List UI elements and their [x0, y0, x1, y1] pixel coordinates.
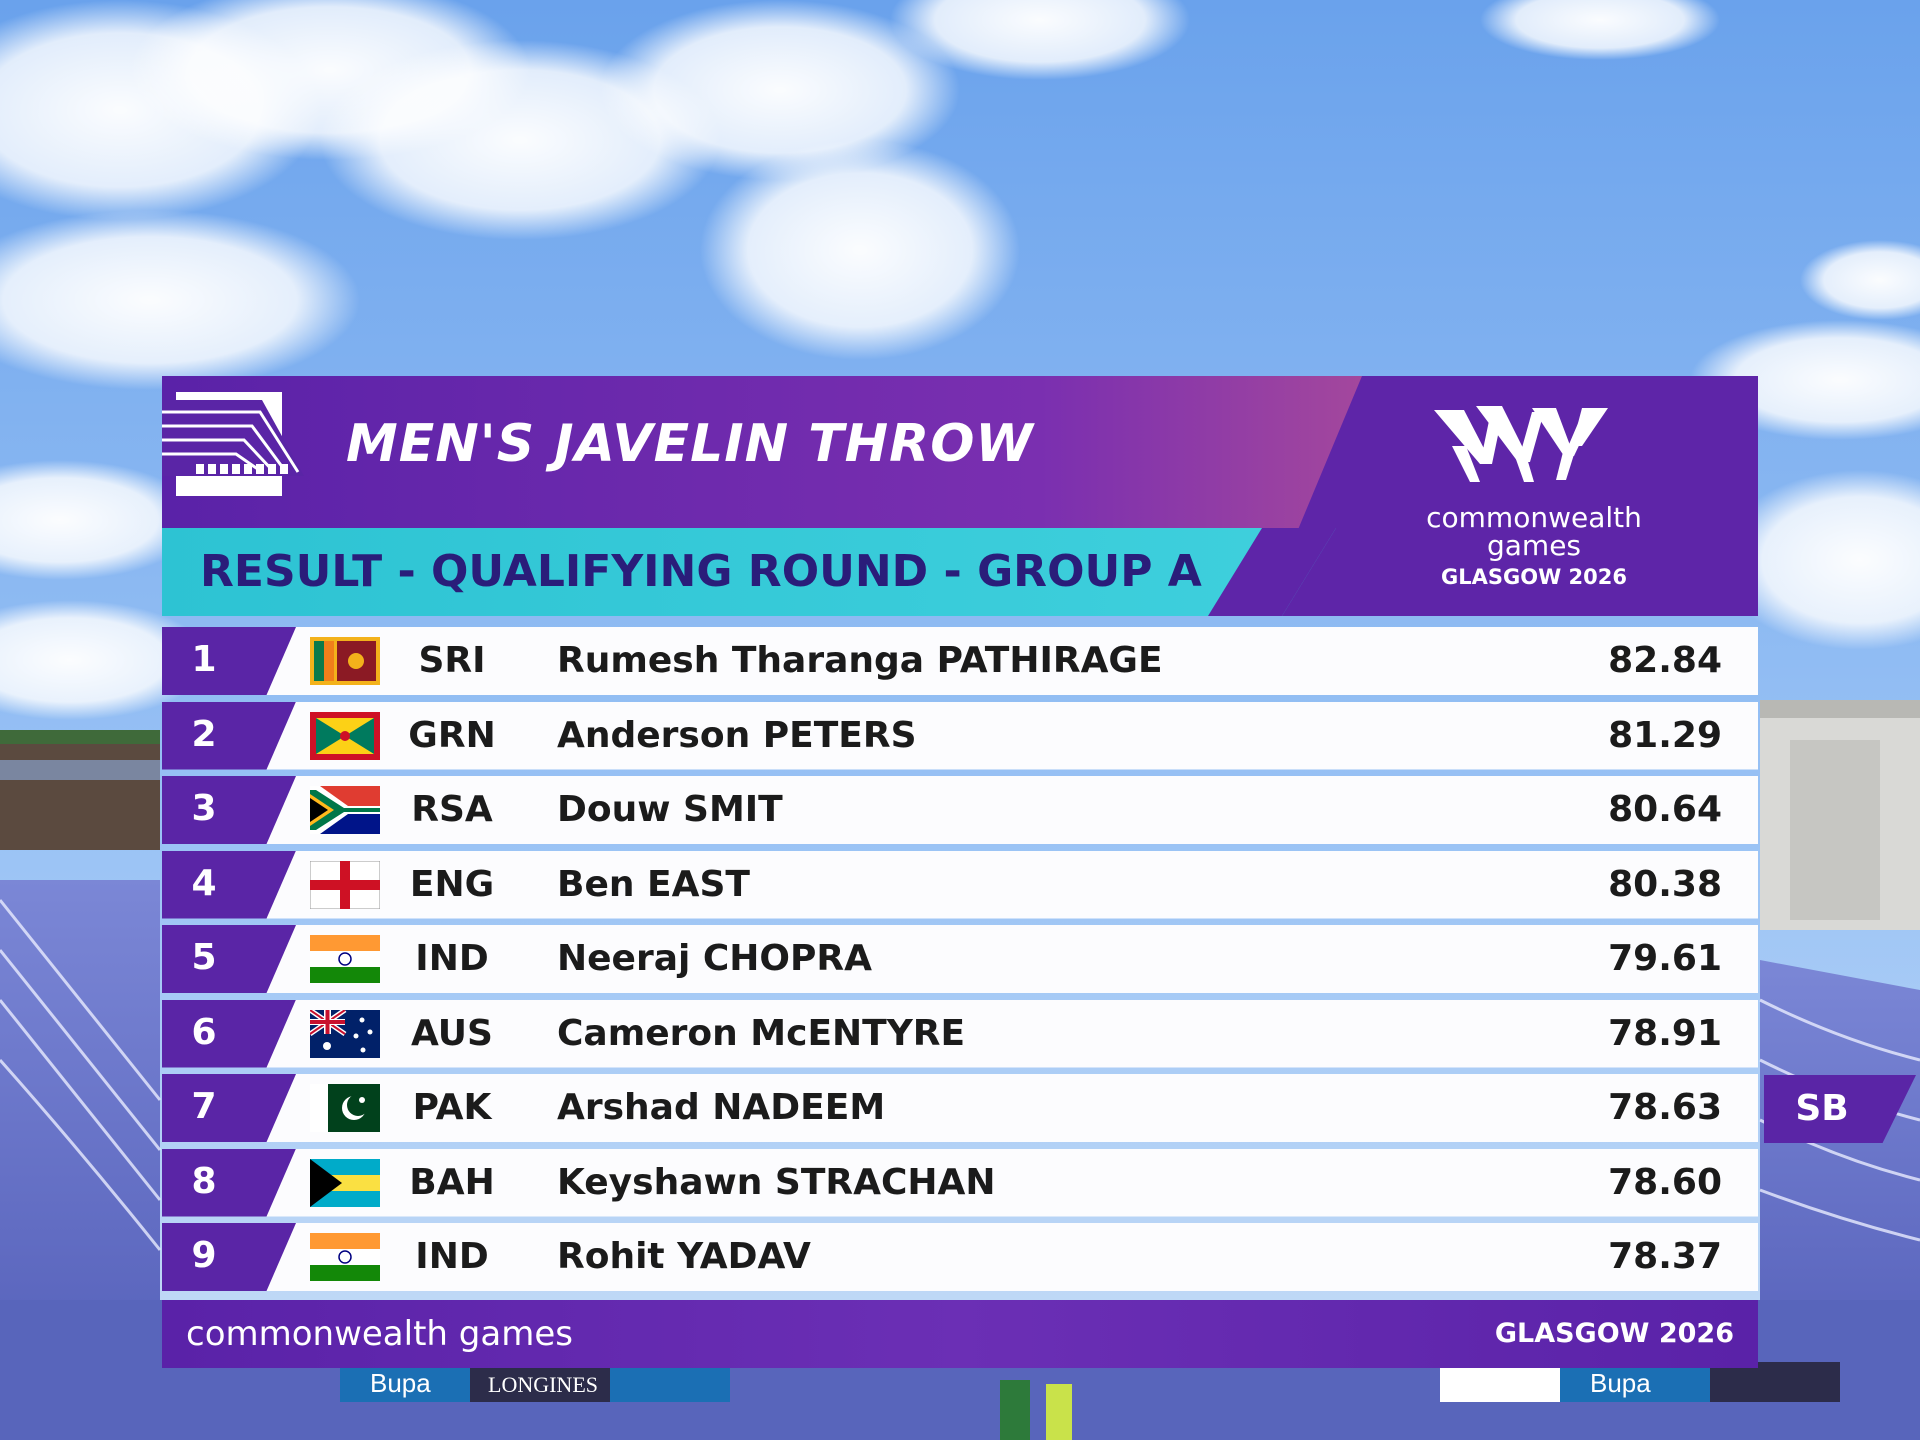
rank: 5 — [191, 937, 217, 978]
logo-line-commonwealth: commonwealth — [1426, 501, 1642, 534]
rank: 7 — [191, 1086, 217, 1127]
india-flag-icon — [310, 935, 380, 983]
country-code: SRI — [418, 640, 486, 681]
rank: 1 — [191, 639, 217, 680]
country-code: AUS — [411, 1012, 493, 1054]
logo-line-glasgow: GLASGOW 2026 — [1440, 565, 1627, 589]
header-graphic — [162, 376, 1758, 616]
result-row: 9 IND Rohit YADAV 78.37 — [162, 1223, 1758, 1291]
result-row: 8 BAH Keyshawn STRACHAN 78.60 — [162, 1148, 1758, 1217]
grenada-flag-icon — [310, 711, 380, 760]
athlete-name: Rohit YADAV — [557, 1236, 811, 1277]
result-row: 1 SRI Rumesh Tharanga PATHIRAGE 82.84 — [162, 627, 1758, 695]
pakistan-flag-icon — [310, 1084, 380, 1132]
athlete-name: Anderson PETERS — [557, 714, 917, 756]
india-flag-icon — [310, 1233, 380, 1281]
rank: 4 — [191, 862, 217, 904]
season-best-label: SB — [1795, 1088, 1849, 1129]
results-header: MEN'S JAVELIN THROW RESULT - QUALIFYING … — [162, 376, 1758, 616]
athlete-name: Cameron McENTYRE — [557, 1012, 966, 1054]
result-row: 5 IND Neeraj CHOPRA 79.61 — [162, 925, 1758, 993]
country-code: RSA — [411, 789, 493, 830]
commonwealth-games-logo-icon — [1434, 406, 1608, 482]
result-mark: 78.60 — [1608, 1161, 1722, 1203]
result-mark: 80.38 — [1608, 863, 1722, 905]
results-footer: commonwealth games GLASGOW 2026 — [162, 1300, 1758, 1368]
rank: 3 — [191, 788, 217, 829]
result-mark: 82.84 — [1608, 640, 1722, 681]
result-mark: 78.63 — [1608, 1087, 1722, 1128]
rank: 2 — [191, 713, 217, 755]
athlete-name: Arshad NADEEM — [557, 1087, 886, 1128]
round-subtitle: RESULT - QUALIFYING ROUND - GROUP A — [200, 546, 1202, 597]
result-row: 2 GRN Anderson PETERS 81.29 — [162, 701, 1758, 770]
event-title: MEN'S JAVELIN THROW — [346, 414, 1034, 474]
result-row: 4 ENG Ben EAST 80.38 — [162, 850, 1758, 919]
result-row: 3 RSA Douw SMIT 80.64 — [162, 776, 1758, 844]
athletics-track-icon — [162, 392, 304, 496]
australia-flag-icon — [310, 1009, 380, 1058]
sponsor-longines: LONGINES — [488, 1372, 598, 1397]
footer-edition: GLASGOW 2026 — [1494, 1318, 1734, 1349]
rank: 8 — [191, 1160, 217, 1202]
commonwealth-games-logo: commonwealth games GLASGOW 2026 — [1414, 504, 1654, 594]
athlete-name: Keyshawn STRACHAN — [557, 1161, 996, 1203]
result-mark: 78.91 — [1608, 1012, 1722, 1054]
clouds — [0, 0, 1920, 720]
result-mark: 78.37 — [1608, 1236, 1722, 1277]
england-flag-icon — [310, 860, 380, 909]
sponsor-boards — [340, 1362, 1840, 1402]
rank: 6 — [191, 1011, 217, 1053]
country-code: ENG — [409, 863, 495, 905]
south-africa-flag-icon — [310, 786, 380, 834]
athlete-name: Douw SMIT — [557, 789, 783, 830]
sponsor-bupa-right: Bupa — [1590, 1368, 1651, 1398]
athlete-name: Neeraj CHOPRA — [557, 938, 872, 979]
result-row: 6 AUS Cameron McENTYRE 78.91 — [162, 999, 1758, 1068]
result-mark: 79.61 — [1608, 938, 1722, 979]
country-code: IND — [415, 1236, 489, 1277]
result-mark: 81.29 — [1608, 714, 1722, 756]
country-code: PAK — [412, 1087, 492, 1128]
country-code: IND — [415, 938, 489, 979]
result-mark: 80.64 — [1608, 789, 1722, 830]
bahamas-flag-icon — [310, 1158, 380, 1207]
footer-brand: commonwealth games — [186, 1314, 573, 1354]
rank: 9 — [191, 1235, 217, 1276]
country-code: BAH — [409, 1161, 495, 1203]
athlete-name: Ben EAST — [557, 863, 750, 905]
result-row: 7 PAK Arshad NADEEM 78.63 — [162, 1074, 1758, 1142]
athlete-name: Rumesh Tharanga PATHIRAGE — [557, 640, 1163, 681]
country-code: GRN — [408, 714, 496, 756]
sponsor-bupa-left: Bupa — [370, 1368, 431, 1398]
sri-lanka-flag-icon — [310, 637, 380, 685]
logo-line-games: games — [1486, 529, 1582, 562]
